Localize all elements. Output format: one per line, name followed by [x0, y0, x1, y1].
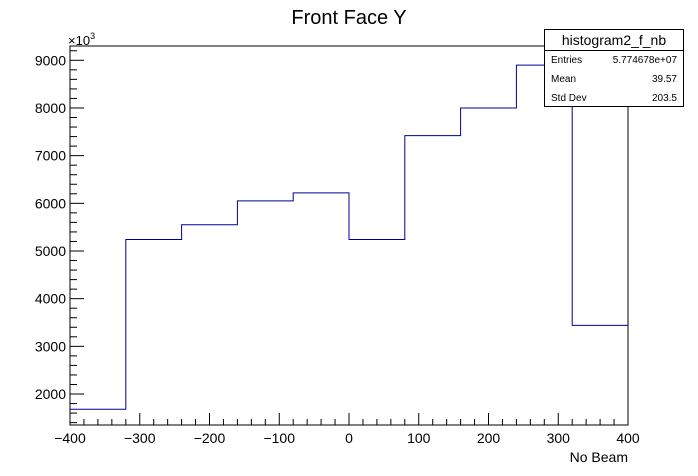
- stats-row-mean: Mean 39.57: [545, 70, 683, 89]
- x-tick-label: −100: [263, 430, 295, 446]
- x-tick-label: 300: [547, 430, 571, 446]
- y-tick-label: 9000: [35, 52, 66, 68]
- histogram-line: [70, 64, 628, 410]
- chart-title: Front Face Y: [291, 7, 406, 29]
- stats-stddev-label: Std Dev: [551, 93, 587, 104]
- stats-stddev-value: 203.5: [651, 93, 677, 104]
- stats-entries-label: Entries: [551, 55, 583, 66]
- x-axis-label: No Beam: [570, 449, 628, 465]
- y-tick-label: 8000: [35, 100, 66, 116]
- y-tick-label: 7000: [35, 148, 66, 164]
- x-tick-label: −200: [194, 430, 226, 446]
- stats-box: histogram2_f_nb Entries 5.774678e+07 Mea…: [544, 29, 684, 107]
- y-exponent-label: ×103: [68, 31, 95, 48]
- x-tick-label: 0: [345, 430, 353, 446]
- stats-row-entries: Entries 5.774678e+07: [545, 51, 683, 70]
- x-tick-label: 100: [407, 430, 431, 446]
- y-tick-label: 2000: [35, 386, 66, 402]
- y-axis: 2000 3000 4000 5000 6000 7000 8000 9000: [35, 50, 84, 424]
- stats-mean-label: Mean: [551, 74, 577, 85]
- stats-row-stddev: Std Dev 203.5: [545, 89, 683, 108]
- stats-mean-value: 39.57: [651, 74, 677, 85]
- x-tick-label: −300: [124, 430, 156, 446]
- y-tick-label: 4000: [35, 291, 66, 307]
- y-tick-label: 5000: [35, 243, 66, 259]
- y-tick-label: 3000: [35, 338, 66, 354]
- y-tick-label: 6000: [35, 195, 66, 211]
- x-tick-label: 200: [477, 430, 501, 446]
- stats-histogram-name: histogram2_f_nb: [545, 30, 683, 51]
- x-tick-label: 400: [616, 430, 640, 446]
- x-axis: −400 −300 −200 −100 0 100 200 300 400: [54, 413, 640, 446]
- x-tick-label: −400: [54, 430, 86, 446]
- stats-entries-value: 5.774678e+07: [612, 55, 677, 66]
